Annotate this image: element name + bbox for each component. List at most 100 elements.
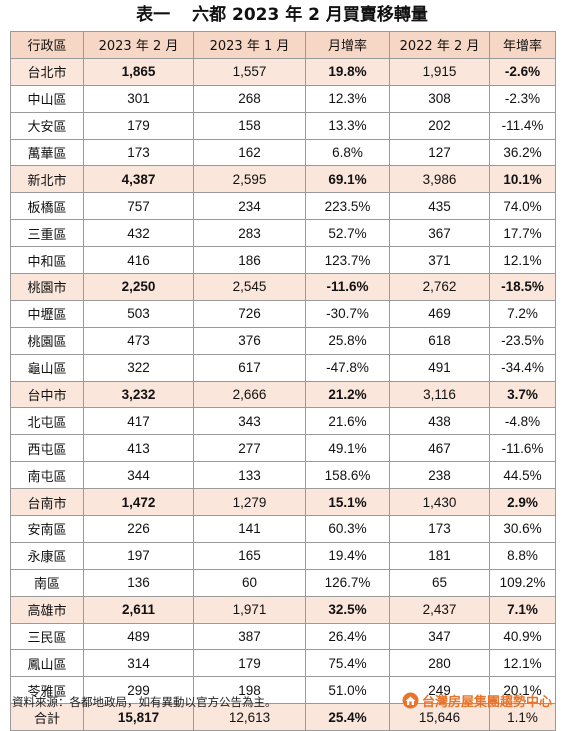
jan-2023-cell: 179 <box>193 649 306 678</box>
mom-rate-cell: 223.5% <box>305 192 390 221</box>
mom-rate-cell: 158.6% <box>305 461 390 490</box>
feb-2023-cell: 322 <box>83 353 194 382</box>
mom-rate-cell: 52.7% <box>305 219 390 248</box>
district-row: 大安區 179 158 13.3% 202 -11.4% <box>10 111 556 140</box>
district-name-cell: 台南市 <box>10 488 84 517</box>
feb-2022-cell: 367 <box>389 219 490 248</box>
house-logo-icon <box>402 692 419 708</box>
yoy-rate-cell: 12.1% <box>489 649 556 678</box>
header-yoy-rate: 年增率 <box>489 31 556 59</box>
feb-2023-cell: 1,472 <box>83 488 194 517</box>
mom-rate-cell: 25.4% <box>305 703 390 731</box>
feb-2022-cell: 173 <box>389 515 490 543</box>
yoy-rate-cell: 10.1% <box>489 165 556 194</box>
yoy-rate-cell: -2.3% <box>489 84 556 113</box>
mom-rate-cell: 21.2% <box>305 380 390 409</box>
jan-2023-cell: 617 <box>193 353 306 382</box>
district-row: 萬華區 173 162 6.8% 127 36.2% <box>10 138 556 167</box>
mom-rate-cell: 69.1% <box>305 165 390 194</box>
district-row: 中壢區 503 726 -30.7% 469 7.2% <box>10 299 556 328</box>
district-name-cell: 北屯區 <box>10 407 84 436</box>
district-row: 板橋區 757 234 223.5% 435 74.0% <box>10 192 556 221</box>
jan-2023-cell: 234 <box>193 192 306 221</box>
header-mom-rate: 月增率 <box>305 31 390 59</box>
feb-2022-cell: 238 <box>389 461 490 490</box>
district-name-cell: 龜山區 <box>10 353 84 382</box>
table-title: 表一 六都 2023 年 2 月買賣移轉量 <box>0 2 564 28</box>
city-row: 台北市 1,865 1,557 19.8% 1,915 -2.6% <box>10 57 556 86</box>
feb-2023-cell: 413 <box>83 434 194 463</box>
district-row: 三重區 432 283 52.7% 367 17.7% <box>10 219 556 248</box>
yoy-rate-cell: -11.4% <box>489 111 556 140</box>
jan-2023-cell: 343 <box>193 407 306 436</box>
header-2022-feb: 2022 年 2 月 <box>389 31 490 59</box>
district-name-cell: 桃園區 <box>10 326 84 355</box>
district-name-cell: 板橋區 <box>10 192 84 221</box>
district-name-cell: 萬華區 <box>10 138 84 167</box>
mom-rate-cell: 13.3% <box>305 111 390 140</box>
feb-2023-cell: 299 <box>83 676 194 705</box>
feb-2023-cell: 173 <box>83 138 194 167</box>
district-name-cell: 三民區 <box>10 622 84 651</box>
yoy-rate-cell: -11.6% <box>489 434 556 463</box>
feb-2023-cell: 2,250 <box>83 273 194 301</box>
yoy-rate-cell: 8.8% <box>489 541 556 570</box>
feb-2023-cell: 179 <box>83 111 194 140</box>
yoy-rate-cell: 44.5% <box>489 461 556 490</box>
mom-rate-cell: 6.8% <box>305 138 390 167</box>
feb-2022-cell: 371 <box>389 246 490 275</box>
yoy-rate-cell: -4.8% <box>489 407 556 436</box>
yoy-rate-cell: 2.9% <box>489 488 556 517</box>
yoy-rate-cell: 40.9% <box>489 622 556 651</box>
district-name-cell: 南屯區 <box>10 461 84 490</box>
jan-2023-cell: 387 <box>193 622 306 651</box>
table-label: 表一 <box>136 5 171 25</box>
district-name-cell: 永康區 <box>10 541 84 570</box>
district-row: 北屯區 417 343 21.6% 438 -4.8% <box>10 407 556 436</box>
header-2023-jan: 2023 年 1 月 <box>193 31 306 59</box>
feb-2022-cell: 467 <box>389 434 490 463</box>
district-row: 鳳山區 314 179 75.4% 280 12.1% <box>10 649 556 678</box>
district-row: 桃園區 473 376 25.8% 618 -23.5% <box>10 326 556 355</box>
header-district: 行政區 <box>10 31 84 59</box>
feb-2023-cell: 473 <box>83 326 194 355</box>
mom-rate-cell: 19.8% <box>305 57 390 86</box>
district-name-cell: 台中市 <box>10 380 84 409</box>
district-row: 永康區 197 165 19.4% 181 8.8% <box>10 541 556 570</box>
feb-2023-cell: 3,232 <box>83 380 194 409</box>
yoy-rate-cell: 30.6% <box>489 515 556 543</box>
mom-rate-cell: 49.1% <box>305 434 390 463</box>
jan-2023-cell: 165 <box>193 541 306 570</box>
district-name-cell: 鳳山區 <box>10 649 84 678</box>
district-name-cell: 大安區 <box>10 111 84 140</box>
jan-2023-cell: 726 <box>193 299 306 328</box>
feb-2022-cell: 3,116 <box>389 380 490 409</box>
mom-rate-cell: 21.6% <box>305 407 390 436</box>
jan-2023-cell: 162 <box>193 138 306 167</box>
district-name-cell: 台北市 <box>10 57 84 86</box>
feb-2022-cell: 1,915 <box>389 57 490 86</box>
city-row: 桃園市 2,250 2,545 -11.6% 2,762 -18.5% <box>10 273 556 301</box>
mom-rate-cell: 123.7% <box>305 246 390 275</box>
district-name-cell: 中壢區 <box>10 299 84 328</box>
mom-rate-cell: -47.8% <box>305 353 390 382</box>
jan-2023-cell: 2,595 <box>193 165 306 194</box>
feb-2023-cell: 314 <box>83 649 194 678</box>
yoy-rate-cell: -34.4% <box>489 353 556 382</box>
mom-rate-cell: -11.6% <box>305 273 390 301</box>
mom-rate-cell: 12.3% <box>305 84 390 113</box>
feb-2022-cell: 181 <box>389 541 490 570</box>
table-body: 台北市 1,865 1,557 19.8% 1,915 -2.6% 中山區 301 268 12.… <box>10 57 556 731</box>
mom-rate-cell: 19.4% <box>305 541 390 570</box>
mom-rate-cell: 15.1% <box>305 488 390 517</box>
feb-2022-cell: 2,762 <box>389 273 490 301</box>
yoy-rate-cell: 3.7% <box>489 380 556 409</box>
city-row: 台中市 3,232 2,666 21.2% 3,116 3.7% <box>10 380 556 409</box>
feb-2022-cell: 435 <box>389 192 490 221</box>
district-row: 南區 136 60 126.7% 65 109.2% <box>10 568 556 597</box>
feb-2023-cell: 2,611 <box>83 595 194 624</box>
district-name-cell: 三重區 <box>10 219 84 248</box>
jan-2023-cell: 1,557 <box>193 57 306 86</box>
district-row: 西屯區 413 277 49.1% 467 -11.6% <box>10 434 556 463</box>
yoy-rate-cell: 20.1% <box>489 676 556 705</box>
